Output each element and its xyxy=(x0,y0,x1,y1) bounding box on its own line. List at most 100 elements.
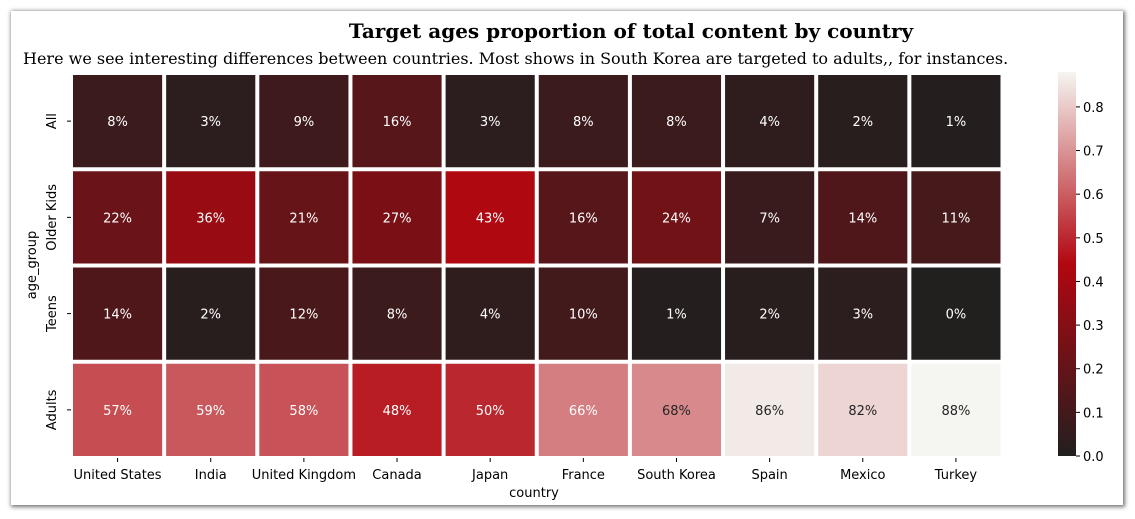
y-axis-label: age_group xyxy=(25,231,40,299)
heatmap-cell xyxy=(166,267,256,360)
heatmap-cell xyxy=(73,363,163,456)
cell-value-label: 8% xyxy=(387,308,408,323)
heatmap-chart: Target ages proportion of total content … xyxy=(23,19,1104,501)
cell-value-label: 27% xyxy=(383,211,412,226)
heatmap-cell xyxy=(166,363,256,456)
x-tick-label: India xyxy=(195,468,227,483)
x-tick-label: Mexico xyxy=(840,468,885,483)
cell-value-label: 3% xyxy=(852,308,873,323)
heatmap-cell xyxy=(631,267,722,360)
heatmap-cell xyxy=(538,363,628,456)
heatmap-cell xyxy=(73,267,163,360)
heatmap-cell xyxy=(259,267,349,360)
cell-value-label: 1% xyxy=(666,308,687,323)
cell-value-label: 88% xyxy=(941,404,970,419)
colorbar-ticks: 0.0 0.1 0.2 0.3 0.4 0.5 0.6 0.7 0.8 xyxy=(1076,101,1104,465)
cell-value-label: 8% xyxy=(666,115,687,130)
x-tick-label: United States xyxy=(74,468,162,483)
colorbar-tick-label: 0.7 xyxy=(1083,145,1104,160)
cell-value-label: 2% xyxy=(759,308,780,323)
heatmap-cell xyxy=(725,75,815,168)
y-tick-label: All xyxy=(45,113,60,129)
heatmap-cell xyxy=(725,363,815,456)
cell-value-label: 2% xyxy=(200,308,221,323)
cell-value-label: 48% xyxy=(383,404,412,419)
heatmap-cell xyxy=(911,267,1001,360)
chart-subtitle: Here we see interesting differences betw… xyxy=(23,49,1008,68)
colorbar-tick-label: 0.5 xyxy=(1083,232,1104,247)
cell-value-label: 82% xyxy=(848,404,877,419)
heatmap-cell xyxy=(818,171,908,264)
x-tick-label: Turkey xyxy=(934,468,978,483)
cell-value-label: 43% xyxy=(476,211,505,226)
heatmap-cell xyxy=(538,75,628,168)
x-tick-label: South Korea xyxy=(637,468,716,483)
colorbar-tick-label: 0.8 xyxy=(1083,101,1104,116)
cell-value-label: 4% xyxy=(480,308,501,323)
cell-value-label: 2% xyxy=(852,115,873,130)
cell-value-label: 9% xyxy=(294,115,315,130)
cell-value-label: 24% xyxy=(662,211,691,226)
heatmap-cell xyxy=(445,267,535,360)
cell-value-label: 21% xyxy=(289,211,318,226)
heatmap-cell xyxy=(445,363,535,456)
cell-value-label: 1% xyxy=(946,115,967,130)
figure-frame: Target ages proportion of total content … xyxy=(11,11,1123,505)
cell-value-label: 14% xyxy=(103,308,132,323)
heatmap-cell xyxy=(352,267,442,360)
heatmap-cell xyxy=(818,267,908,360)
heatmap-cell xyxy=(538,267,628,360)
heatmap-cell xyxy=(631,75,722,168)
x-tick-label: United Kingdom xyxy=(252,468,356,483)
cell-value-label: 3% xyxy=(480,115,501,130)
x-tick-label: France xyxy=(562,468,605,483)
colorbar-tick-label: 0.3 xyxy=(1083,319,1104,334)
cell-value-label: 22% xyxy=(103,211,132,226)
x-tick-label: Spain xyxy=(751,468,787,483)
heatmap-cell xyxy=(911,363,1001,456)
colorbar xyxy=(1058,72,1076,456)
colorbar-tick-label: 0.0 xyxy=(1083,450,1104,465)
heatmap-cell xyxy=(259,363,349,456)
cell-value-label: 66% xyxy=(569,404,598,419)
cell-value-label: 59% xyxy=(196,404,225,419)
heatmap-cell xyxy=(538,171,628,264)
cell-value-label: 50% xyxy=(476,404,505,419)
y-tick-label: Adults xyxy=(45,389,60,430)
heatmap-cell xyxy=(166,75,256,168)
heatmap-cell xyxy=(352,75,442,168)
heatmap-cells: 8% 3% 9% 16% 3% 8% 8% 4% 2% 1% 22% 36% 21% 27% 43% 16% 2… xyxy=(73,75,1001,456)
heatmap-cell xyxy=(445,75,535,168)
cell-value-label: 58% xyxy=(289,404,318,419)
cell-value-label: 12% xyxy=(289,308,318,323)
cell-value-label: 16% xyxy=(383,115,412,130)
cell-value-label: 16% xyxy=(569,211,598,226)
cell-value-label: 0% xyxy=(946,308,967,323)
colorbar-tick-label: 0.4 xyxy=(1083,275,1104,290)
cell-value-label: 8% xyxy=(573,115,594,130)
heatmap-cell xyxy=(73,75,163,168)
cell-value-label: 4% xyxy=(759,115,780,130)
heatmap-cell xyxy=(818,75,908,168)
cell-value-label: 10% xyxy=(569,308,598,323)
heatmap-cell xyxy=(911,75,1001,168)
cell-value-label: 7% xyxy=(759,211,780,226)
colorbar-tick-label: 0.2 xyxy=(1083,363,1104,378)
heatmap-cell xyxy=(259,75,349,168)
cell-value-label: 57% xyxy=(103,404,132,419)
heatmap-cell xyxy=(725,267,815,360)
y-tick-label: Teens xyxy=(45,295,60,333)
heatmap-cell xyxy=(259,171,349,264)
heatmap-cell xyxy=(631,363,722,456)
chart-title: Target ages proportion of total content … xyxy=(349,19,915,43)
cell-value-label: 8% xyxy=(107,115,128,130)
y-tick-label: Older Kids xyxy=(45,184,60,251)
cell-value-label: 68% xyxy=(662,404,691,419)
x-tick-label: Canada xyxy=(372,468,421,483)
heatmap-cell xyxy=(631,171,722,264)
cell-value-label: 3% xyxy=(200,115,221,130)
cell-value-label: 14% xyxy=(848,211,877,226)
cell-value-label: 86% xyxy=(755,404,784,419)
colorbar-tick-label: 0.1 xyxy=(1083,406,1104,421)
cell-value-label: 11% xyxy=(941,211,970,226)
